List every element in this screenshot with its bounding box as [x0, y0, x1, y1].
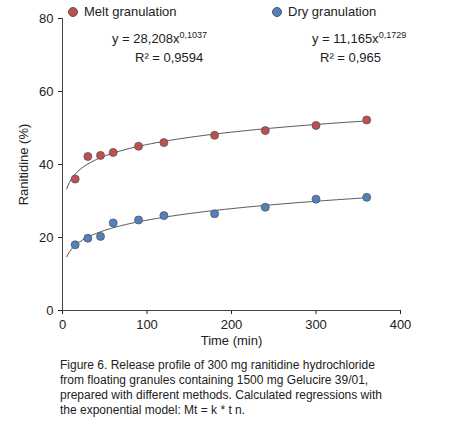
- html-text:Dry granulation: Dry granulation: [288, 4, 377, 19]
- svg-text:200: 200: [221, 317, 243, 332]
- html-text:Melt granulation: Melt granulation: [84, 4, 177, 19]
- html-text:Figure 6. Release profile of 3: Figure 6. Release profile of 300 mg rani…: [60, 358, 382, 417]
- svg-text:20: 20: [39, 230, 53, 245]
- html-text:y = 11,165x0,1729: y = 11,165x0,1729: [312, 30, 407, 47]
- svg-text:400: 400: [390, 317, 412, 332]
- svg-text:80: 80: [39, 11, 53, 26]
- html-text:R² = 0,965: R² = 0,965: [320, 50, 382, 65]
- svg-text:0: 0: [59, 317, 66, 332]
- svg-text:Time (min): Time (min): [201, 333, 263, 348]
- svg-text:40: 40: [39, 157, 53, 172]
- svg-text:60: 60: [39, 84, 53, 99]
- svg-text:100: 100: [136, 317, 158, 332]
- svg-text:300: 300: [305, 317, 327, 332]
- svg-text:Ranitidine (%): Ranitidine (%): [16, 124, 31, 206]
- svg-text:0: 0: [46, 303, 53, 318]
- html-text:R² = 0,9594: R² = 0,9594: [135, 50, 204, 65]
- html-text:y = 28,208x0,1037: y = 28,208x0,1037: [112, 30, 208, 47]
